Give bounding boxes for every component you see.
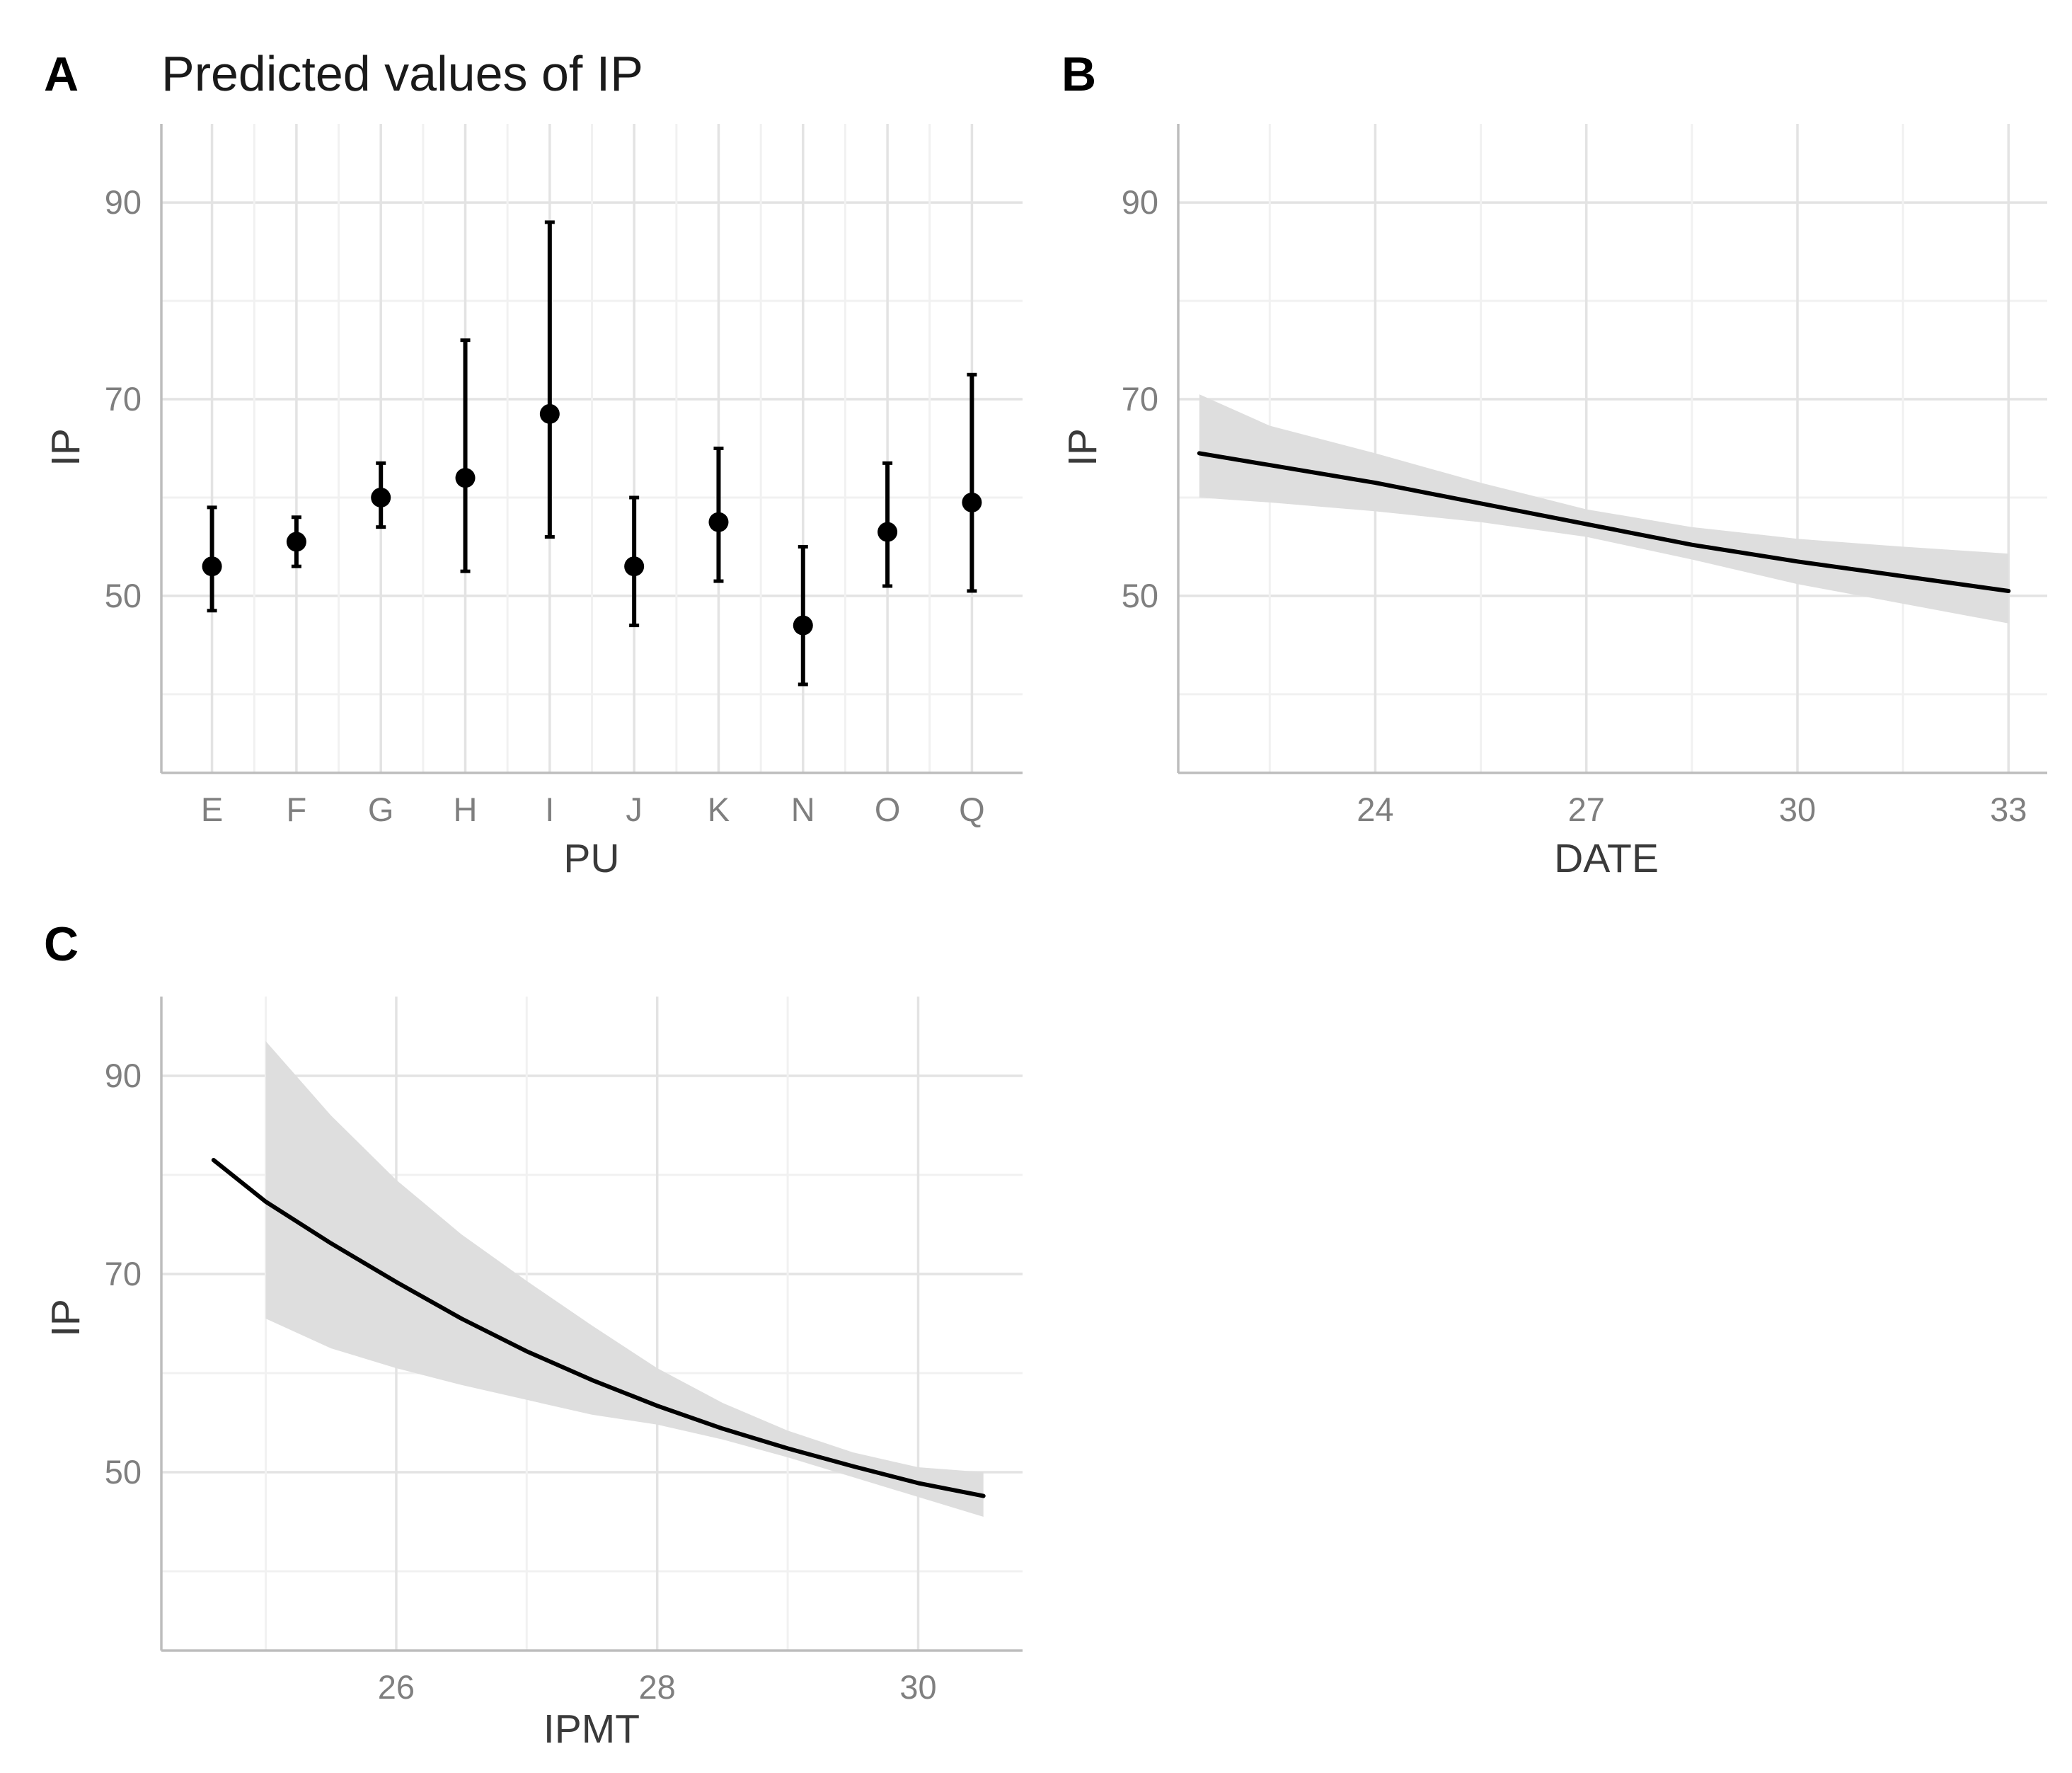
panel-a-point xyxy=(877,522,898,542)
panel-c-y-tick-label: 50 xyxy=(105,1453,142,1491)
panel-a-y-tick-label: 50 xyxy=(105,577,142,614)
panel-b-x-tick-label: 24 xyxy=(1357,791,1393,828)
panel-a-letter: A xyxy=(44,47,79,101)
panel-a-x-tick-label: H xyxy=(454,791,478,828)
panel-b-grid xyxy=(1178,124,2047,773)
panel-a-y-axis-title: IP xyxy=(43,428,88,466)
panel-b-axes xyxy=(1177,124,2047,774)
panel-c-tick-labels: 50 70 90 26 28 30 xyxy=(105,1057,937,1706)
panel-a-x-tick-label: F xyxy=(287,791,307,828)
panel-a-point xyxy=(962,492,982,512)
panel-a-x-tick-label: I xyxy=(545,791,554,828)
panel-a-x-tick-label: E xyxy=(201,791,223,828)
panel-b-letter: B xyxy=(1061,47,1096,101)
panel-a-x-axis-title: PU xyxy=(563,836,619,881)
panel-b-data xyxy=(1197,394,2011,624)
panel-b-x-tick-label: 27 xyxy=(1568,791,1605,828)
panel-a-x-tick-label: K xyxy=(708,791,730,828)
panel-b-y-axis-title: IP xyxy=(1060,428,1105,466)
panel-a-grid xyxy=(161,124,1023,773)
panel-a-point xyxy=(793,615,813,636)
panel-c: 50 70 90 26 28 30 C IPMT IP xyxy=(43,917,1023,1752)
panel-b-tick-labels: 50 70 90 24 27 30 33 xyxy=(1122,183,2027,828)
panel-c-letter: C xyxy=(44,917,79,971)
panel-a-point xyxy=(286,532,306,552)
panel-b-x-tick-label: 30 xyxy=(1779,791,1816,828)
panel-a-title: Predicted values of IP xyxy=(161,46,643,101)
panel-a-data xyxy=(202,220,982,687)
panel-a-point xyxy=(624,556,645,577)
panel-c-x-tick-label: 28 xyxy=(639,1668,676,1706)
panel-b-x-tick-label: 33 xyxy=(1990,791,2027,828)
panel-b-x-axis-title: DATE xyxy=(1554,836,1659,881)
panel-c-y-tick-label: 70 xyxy=(105,1255,142,1292)
panel-a-y-tick-label: 90 xyxy=(105,183,142,221)
panel-b-y-tick-label: 70 xyxy=(1122,380,1158,418)
panel-c-y-axis-title: IP xyxy=(43,1299,88,1337)
panel-a-x-tick-label: G xyxy=(368,791,394,828)
panel-b-y-tick-label: 50 xyxy=(1122,577,1158,614)
panel-c-y-tick-label: 90 xyxy=(105,1057,142,1094)
panel-b: 50 70 90 24 27 30 33 B DATE IP xyxy=(1060,47,2047,881)
panel-c-confidence-band xyxy=(265,1041,984,1517)
panel-a-axes xyxy=(160,124,1023,774)
panel-c-x-tick-label: 26 xyxy=(378,1668,415,1706)
panel-a-tick-labels: 50 70 90 E F G H I J K N O Q xyxy=(105,183,985,828)
panel-c-prediction-line xyxy=(211,1158,986,1498)
panel-b-prediction-line xyxy=(1197,451,2011,593)
panel-b-confidence-band xyxy=(1199,394,2009,624)
panel-c-x-tick-label: 30 xyxy=(899,1668,936,1706)
panel-a-x-tick-label: O xyxy=(875,791,901,828)
panel-a-x-tick-label: Q xyxy=(959,791,985,828)
panel-b-y-tick-label: 90 xyxy=(1122,183,1158,221)
panel-a-x-tick-label: N xyxy=(791,791,815,828)
panel-a-y-tick-label: 70 xyxy=(105,380,142,418)
panel-c-axes xyxy=(160,997,1023,1652)
panel-a-point xyxy=(202,556,222,577)
panel-c-x-axis-title: IPMT xyxy=(543,1706,640,1752)
panel-a-point xyxy=(371,487,391,507)
panel-a: 50 70 90 E F G H I J K N O Q A Predicted values of I… xyxy=(43,46,1023,881)
panel-a-point xyxy=(539,403,560,424)
panel-a-x-tick-label: J xyxy=(626,791,643,828)
panel-c-data xyxy=(211,1041,986,1517)
panel-a-point xyxy=(455,468,476,488)
panel-a-point xyxy=(708,512,729,532)
